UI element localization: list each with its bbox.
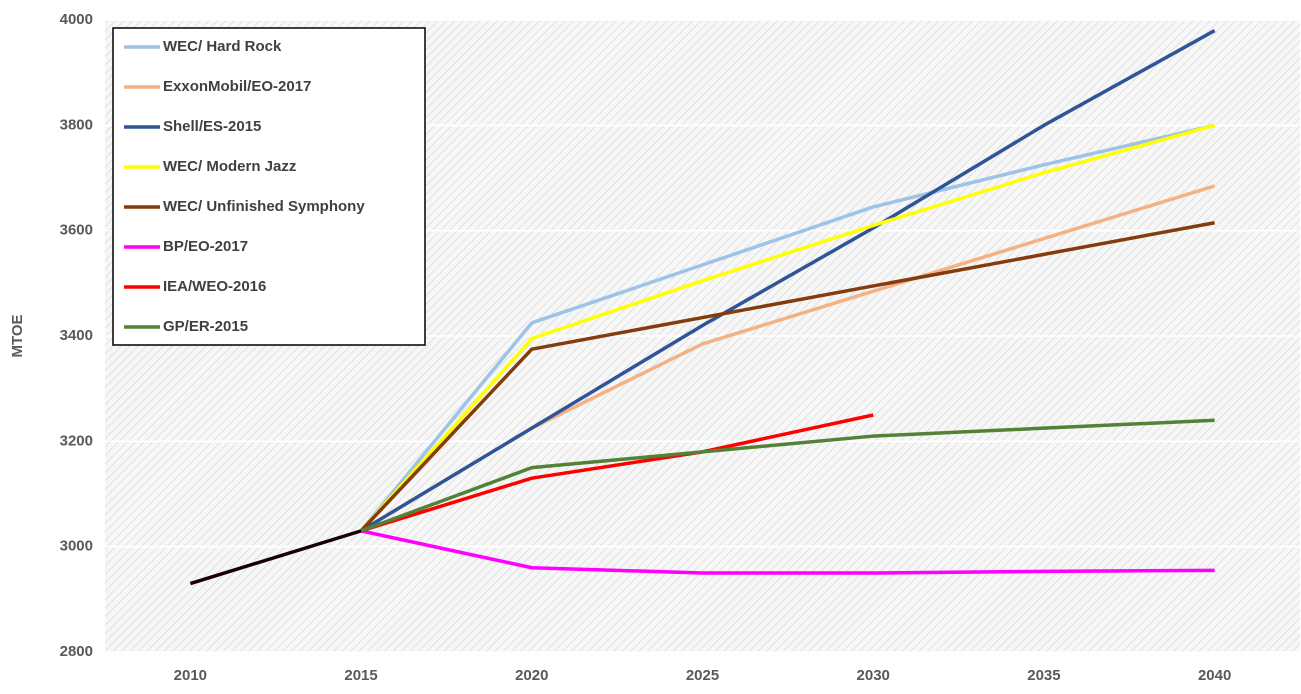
legend: WEC/ Hard Rock ExxonMobil/EO-2017 Shell/ES… — [112, 27, 426, 346]
series-line — [360, 529, 1215, 575]
x-tick-label: 2015 — [344, 667, 377, 684]
x-tick-label: 2040 — [1198, 667, 1231, 684]
y-tick-label: 3600 — [60, 222, 93, 239]
series-line — [189, 529, 362, 586]
legend-label: BP/EO-2017 — [163, 238, 248, 255]
series-line — [360, 418, 1215, 533]
y-tick-label: 3200 — [60, 432, 93, 449]
legend-label: IEA/WEO-2016 — [163, 278, 266, 295]
series-line — [359, 123, 1216, 533]
series-line — [359, 123, 1216, 532]
x-tick-label: 2035 — [1027, 667, 1060, 684]
legend-box — [112, 27, 426, 346]
x-tick-label: 2030 — [857, 667, 890, 684]
legend-label: GP/ER-2015 — [163, 318, 248, 335]
legend-label: ExxonMobil/EO-2017 — [163, 78, 311, 95]
legend-label: WEC/ Modern Jazz — [163, 158, 296, 175]
series-line — [359, 221, 1215, 533]
y-tick-label: 3400 — [60, 327, 93, 344]
y-tick-label: 4000 — [60, 11, 93, 28]
legend-label: WEC/ Unfinished Symphony — [163, 198, 365, 215]
x-tick-label: 2020 — [515, 667, 548, 684]
x-tick-label: 2010 — [174, 667, 207, 684]
y-tick-label: 3000 — [60, 538, 93, 555]
series-line — [360, 413, 874, 533]
x-tick-label: 2025 — [686, 667, 719, 684]
y-axis-label: MTOE — [9, 314, 26, 357]
legend-label: WEC/ Hard Rock — [163, 38, 282, 55]
legend-label: Shell/ES-2015 — [163, 118, 261, 135]
series-line — [360, 29, 1216, 533]
y-tick-label: 2800 — [60, 643, 93, 660]
y-tick-label: 3800 — [60, 116, 93, 133]
